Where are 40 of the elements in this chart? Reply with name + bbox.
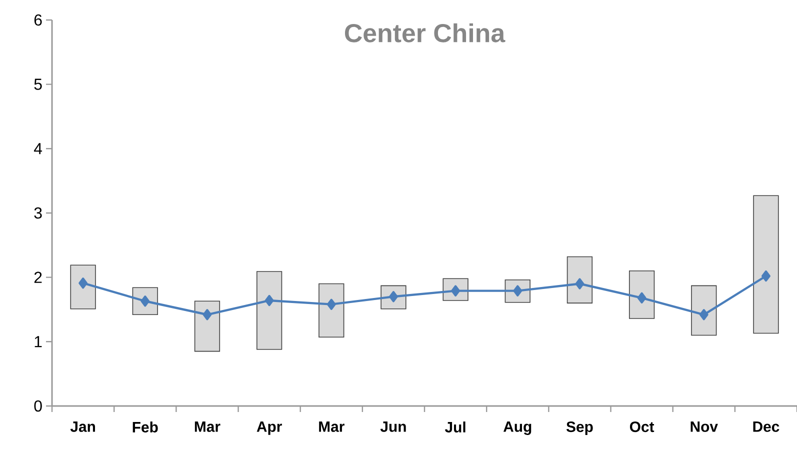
bar <box>566 256 593 304</box>
point <box>451 285 460 296</box>
point <box>389 291 398 302</box>
x-tick-label: Dec <box>753 422 780 432</box>
bar <box>753 195 779 334</box>
point <box>78 278 88 289</box>
x-tick-label: Sep <box>566 422 593 436</box>
x-tick-label: Feb <box>132 422 158 432</box>
x-tick-label: Jan <box>70 422 95 432</box>
point <box>637 292 646 304</box>
point <box>575 278 584 290</box>
point <box>699 309 708 320</box>
point <box>762 270 770 282</box>
point <box>513 285 522 296</box>
point <box>202 309 212 320</box>
y-tick-label: 4 <box>34 143 42 154</box>
chart-title: Center China <box>344 23 506 42</box>
y-tick-label: 0 <box>34 400 42 412</box>
x-tick-label: Jun <box>380 422 406 432</box>
bar <box>70 264 96 310</box>
point <box>140 296 150 307</box>
x-tick-label: Apr <box>256 422 282 435</box>
bar <box>318 283 344 338</box>
bar <box>628 270 655 319</box>
x-tick-label: Aug <box>503 422 532 435</box>
point <box>326 298 336 310</box>
x-tick-label: Nov <box>690 422 718 432</box>
x-tick-label: Mar <box>194 422 220 432</box>
bar <box>256 271 282 350</box>
bar <box>194 300 220 352</box>
y-tick-label: 3 <box>34 207 42 219</box>
y-tick-label: 5 <box>34 78 42 90</box>
y-tick-label: 1 <box>34 336 42 348</box>
y-tick-label: 6 <box>34 14 42 26</box>
x-tick-label: Jul <box>444 422 466 432</box>
x-tick-label: Oct <box>630 422 654 432</box>
point <box>264 294 274 306</box>
bar <box>691 285 717 336</box>
x-tick-label: Mar <box>319 422 344 432</box>
y-tick-label: 2 <box>34 272 42 283</box>
